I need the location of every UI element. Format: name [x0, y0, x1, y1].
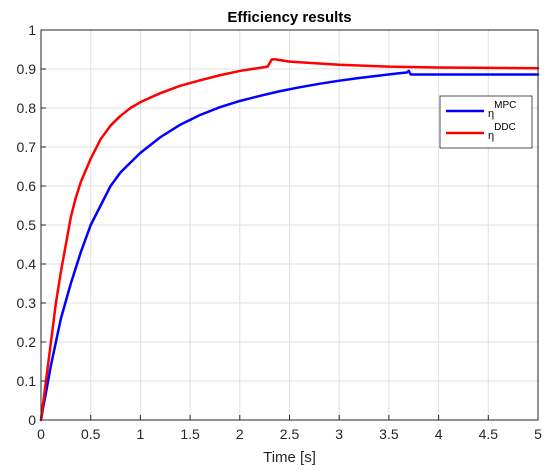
chart-title: Efficiency results: [227, 9, 351, 26]
y-tick-label: 0.9: [17, 61, 37, 77]
x-tick-label: 0.5: [81, 426, 101, 442]
y-tick-label: 0.7: [17, 139, 37, 155]
y-tick-label: 0.3: [17, 295, 37, 311]
y-tick-label: 0.6: [17, 178, 37, 194]
axis-ticks: 0 0.5 1 1.5 2 2.5 3 3.5 4 4.5 5 0 0.1 0.2 0.3 0.4 0.5 0.6…: [17, 22, 543, 442]
x-tick-label: 1: [137, 426, 145, 442]
x-axis-label: Time [s]: [263, 449, 316, 466]
x-tick-label: 1.5: [180, 426, 200, 442]
x-tick-label: 0: [37, 426, 45, 442]
x-tick-label: 2: [236, 426, 244, 442]
x-tick-label: 2.5: [280, 426, 300, 442]
x-tick-label: 3: [335, 426, 343, 442]
y-tick-label: 0.8: [17, 100, 37, 116]
legend-label-mpc: ηMPC: [488, 100, 516, 120]
x-tick-label: 3.5: [379, 426, 399, 442]
y-tick-label: 0: [28, 412, 36, 428]
series-line-ddc: [39, 58, 540, 422]
x-tick-label: 4.5: [479, 426, 499, 442]
y-tick-label: 0.2: [17, 334, 37, 350]
legend-superscript: MPC: [494, 100, 516, 111]
legend-symbol: η: [488, 130, 494, 142]
series-layer: [39, 58, 540, 422]
x-tick-label: 5: [534, 426, 542, 442]
y-tick-label: 0.4: [17, 256, 37, 272]
x-tick-label: 4: [435, 426, 443, 442]
series-line-mpc: [39, 69, 540, 422]
y-tick-label: 1: [28, 22, 36, 38]
legend-label-ddc: ηDDC: [488, 122, 516, 142]
legend-superscript: DDC: [494, 122, 516, 133]
legend-box: [439, 95, 533, 149]
y-tick-label: 0.1: [17, 373, 37, 389]
legend-symbol: η: [488, 108, 494, 120]
y-tick-label: 0.5: [17, 217, 37, 233]
